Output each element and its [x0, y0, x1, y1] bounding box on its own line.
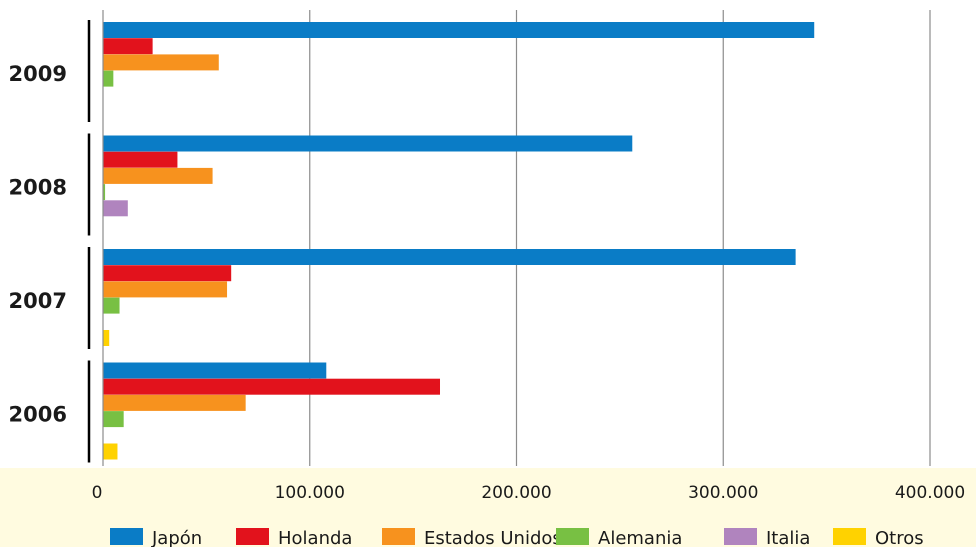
- bar-otros: [103, 443, 118, 460]
- legend: Japón Holanda Estados Unidos Alemania Italia…: [110, 528, 924, 547]
- bar-japón: [103, 22, 815, 38]
- legend-swatch: [556, 528, 589, 545]
- axes: 0 100.000 200.000 300.000 400.000 2009 2008 200…: [9, 10, 965, 503]
- x-tick-label: 300.000: [688, 483, 758, 503]
- legend-label: Alemania: [598, 528, 682, 547]
- bar-japón: [103, 362, 327, 379]
- x-tick-label: 0: [92, 483, 103, 503]
- category-label: 2007: [9, 289, 67, 313]
- legend-label: Holanda: [278, 528, 352, 547]
- legend-swatch: [236, 528, 269, 545]
- x-tick-label: 400.000: [895, 483, 965, 503]
- x-tick-label: 100.000: [275, 483, 345, 503]
- bar-estados-unidos: [103, 167, 213, 184]
- category-label: 2008: [9, 176, 67, 200]
- legend-swatch: [382, 528, 415, 545]
- bar-estados-unidos: [103, 54, 219, 71]
- bars: [103, 22, 815, 460]
- bar-alemania: [103, 297, 120, 314]
- bar-japón: [103, 249, 796, 265]
- bar-alemania: [103, 411, 124, 428]
- bar-holanda: [103, 38, 153, 55]
- legend-label: Otros: [875, 528, 924, 547]
- category-label: 2009: [9, 62, 67, 86]
- bar-holanda: [103, 151, 178, 168]
- legend-label: Estados Unidos: [424, 528, 562, 547]
- legend-label: Japón: [151, 528, 202, 547]
- bar-italia: [103, 200, 128, 217]
- bar-japón: [103, 135, 633, 152]
- legend-swatch: [833, 528, 866, 545]
- category-label: 2006: [9, 403, 67, 427]
- bar-estados-unidos: [103, 281, 228, 298]
- bar-otros: [103, 330, 110, 346]
- legend-swatch: [724, 528, 757, 545]
- bar-estados-unidos: [103, 394, 246, 411]
- legend-swatch: [110, 528, 143, 545]
- bar-alemania: [103, 184, 106, 201]
- bar-alemania: [103, 70, 114, 87]
- legend-label: Italia: [766, 528, 810, 547]
- bar-holanda: [103, 265, 232, 282]
- bar-holanda: [103, 378, 441, 395]
- x-tick-label: 200.000: [481, 483, 551, 503]
